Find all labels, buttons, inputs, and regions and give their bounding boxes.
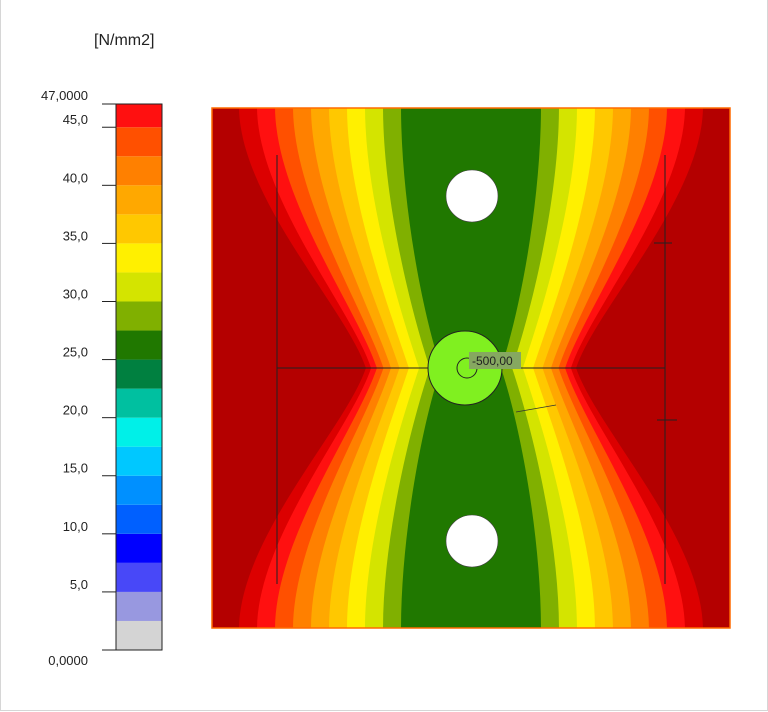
legend-tick-label: 25,0: [63, 345, 88, 360]
legend-tick-label: 35,0: [63, 228, 88, 243]
legend-tick-label: 45,0: [63, 112, 88, 127]
legend-band: [116, 156, 162, 186]
legend-tick-label: 5,0: [70, 577, 88, 592]
legend-min-label: 0,0000: [48, 653, 88, 668]
legend-tick-label: 40,0: [63, 170, 88, 185]
legend-band: [116, 330, 162, 360]
legend-tick-label: 30,0: [63, 286, 88, 301]
legend-band: [116, 504, 162, 534]
bottom-hole: [445, 514, 499, 568]
legend-band: [116, 243, 162, 273]
legend-band: [116, 562, 162, 592]
legend-band: [116, 272, 162, 302]
legend-tick-label: 15,0: [63, 461, 88, 476]
legend-max-label: 47,0000: [41, 88, 88, 103]
legend-band: [116, 185, 162, 215]
legend-band: [116, 620, 162, 650]
top-hole: [445, 169, 499, 223]
legend-band: [116, 214, 162, 244]
legend-band: [116, 359, 162, 389]
legend-tick-label: 10,0: [63, 519, 88, 534]
unit-label: [N/mm2]: [94, 32, 155, 49]
legend-band: [116, 533, 162, 563]
legend-band: [116, 417, 162, 447]
legend-band: [116, 446, 162, 476]
legend-band: [116, 301, 162, 331]
plate-border: [211, 107, 731, 629]
legend-band: [116, 591, 162, 621]
legend-band: [116, 127, 162, 157]
probe-label: -500,00: [472, 354, 513, 368]
legend-band: [116, 475, 162, 505]
legend-band: [116, 388, 162, 418]
legend-band: [116, 104, 162, 128]
legend-tick-label: 20,0: [63, 403, 88, 418]
probe-label-box: [469, 352, 521, 369]
annotation-mark: [515, 404, 557, 413]
color-legend: 5,0 10,0 15,0 20,0 25,0 30,0 35,0 40,0 45,0 47,0…: [41, 88, 163, 668]
